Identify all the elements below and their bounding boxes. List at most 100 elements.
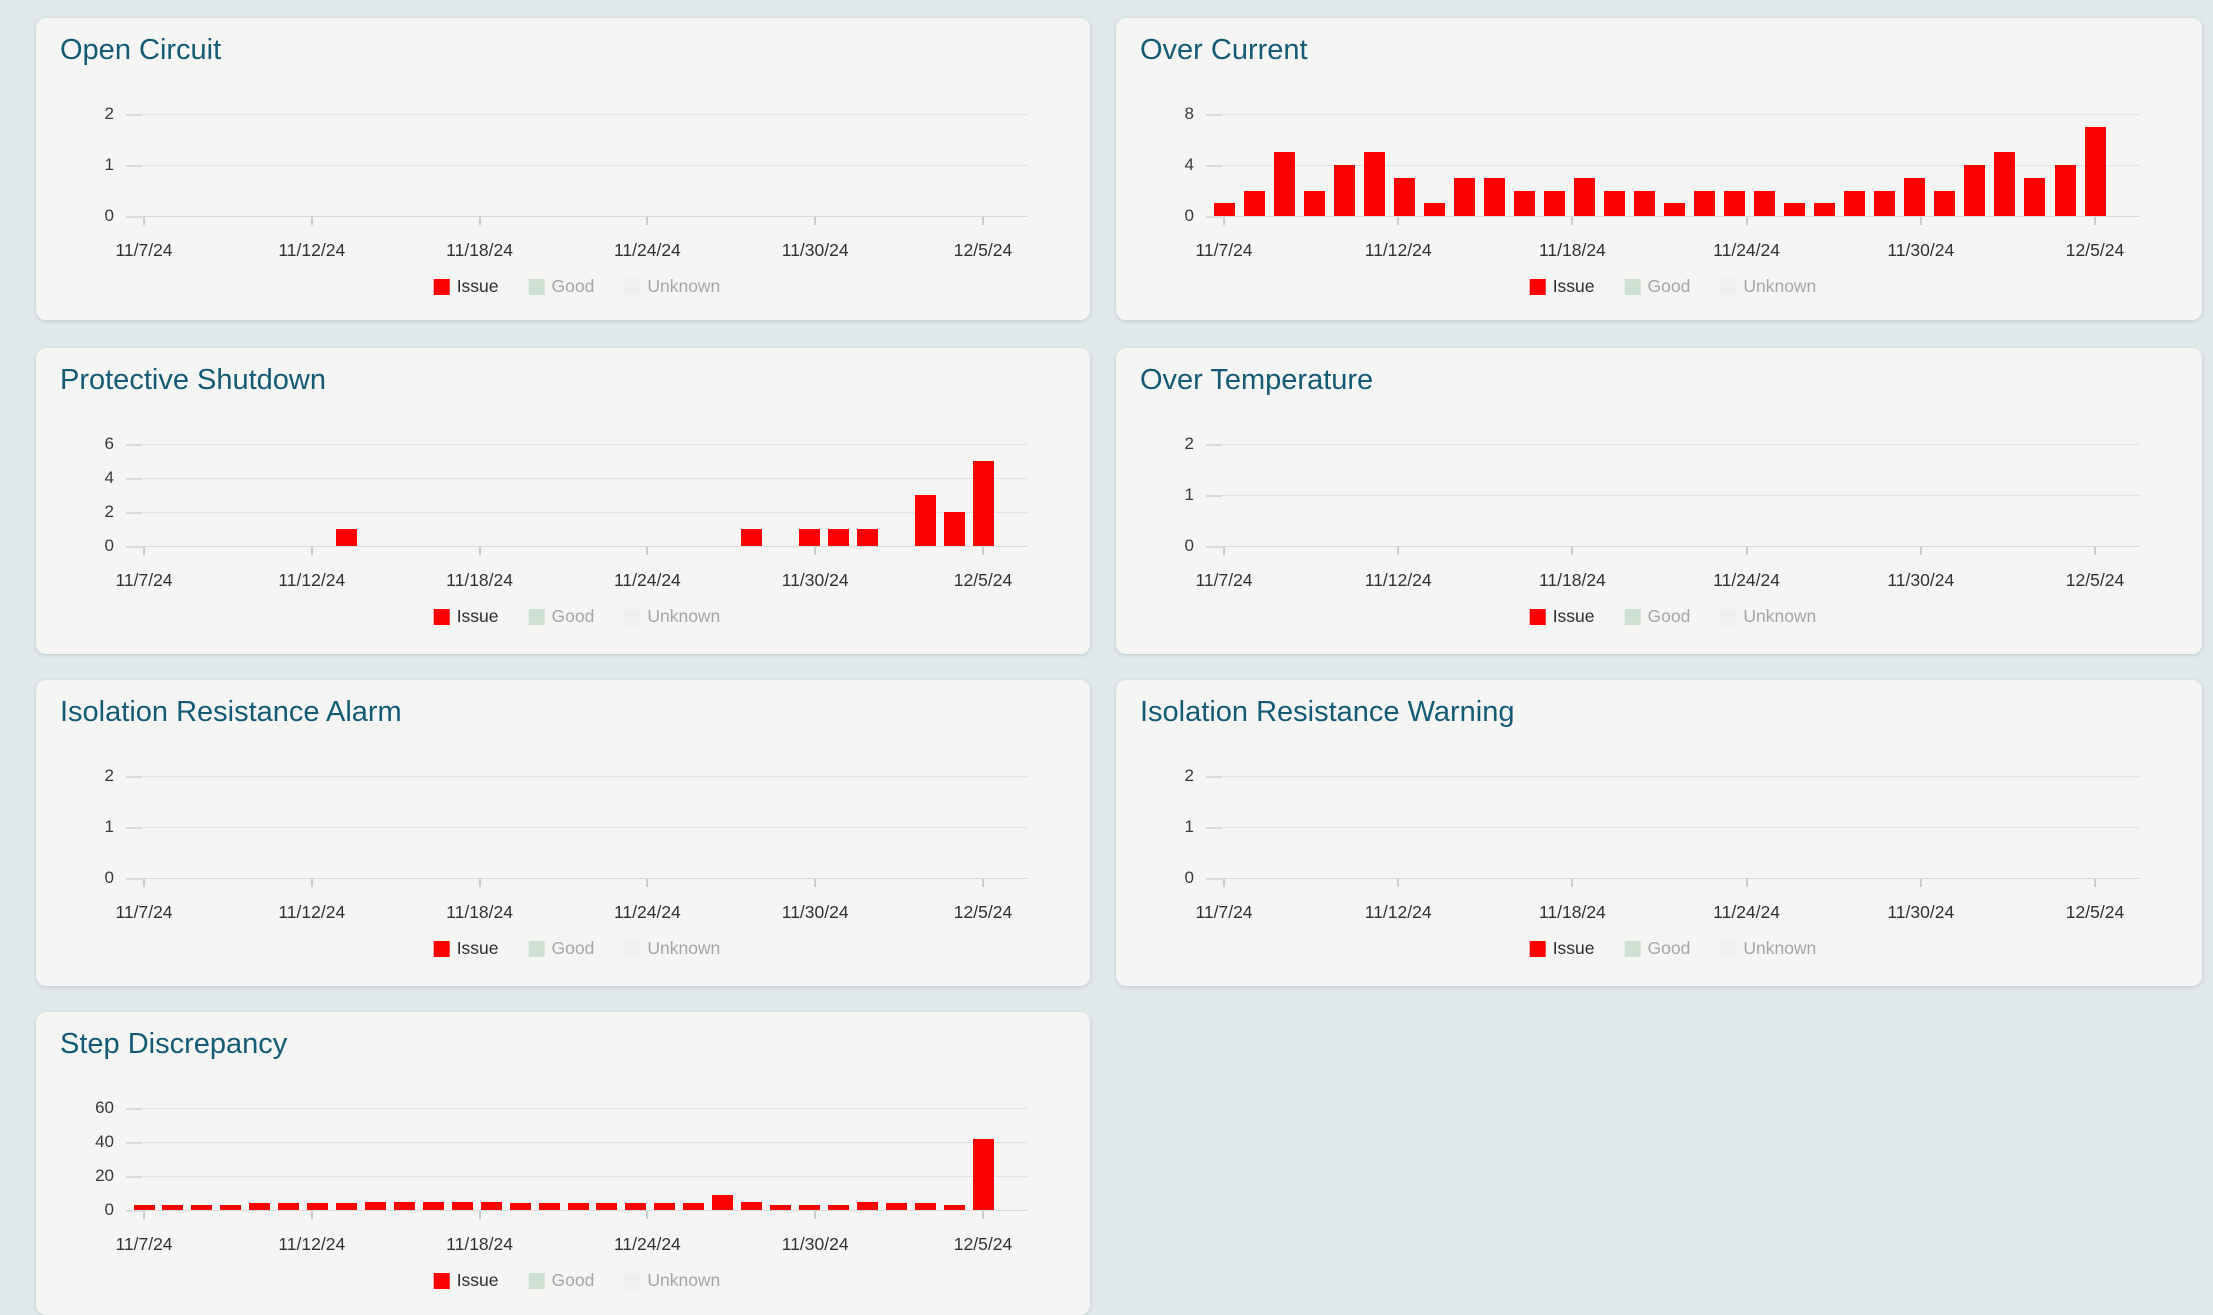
legend-label-issue: Issue [456, 606, 499, 626]
bar[interactable] [480, 1201, 502, 1210]
bar[interactable] [827, 1204, 849, 1210]
bar[interactable] [336, 1203, 357, 1210]
chart-title: Isolation Resistance Alarm [60, 696, 402, 728]
bar[interactable] [1363, 152, 1385, 217]
legend-item-good[interactable]: Good [1624, 606, 1690, 627]
bar[interactable] [1303, 190, 1325, 216]
legend-item-unknown[interactable]: Unknown [1720, 938, 1816, 959]
bar[interactable] [278, 1203, 300, 1210]
bar[interactable] [625, 1203, 647, 1210]
legend-item-issue[interactable]: Issue [1529, 606, 1595, 627]
legend-item-good[interactable]: Good [528, 606, 594, 627]
legend-item-unknown[interactable]: Unknown [1720, 276, 1816, 297]
legend-item-issue[interactable]: Issue [1529, 276, 1595, 297]
bar[interactable] [1213, 203, 1235, 217]
bar[interactable] [1634, 190, 1655, 216]
bar[interactable] [943, 512, 965, 546]
bar[interactable] [1423, 203, 1445, 217]
x-axis-tick [646, 547, 649, 555]
x-axis-tick [478, 1211, 481, 1219]
bar[interactable] [654, 1203, 676, 1210]
bar[interactable] [191, 1204, 213, 1210]
bar[interactable] [1243, 190, 1265, 216]
legend-item-good[interactable]: Good [528, 938, 594, 959]
bar[interactable] [1573, 177, 1595, 217]
x-axis-tick [1397, 217, 1400, 225]
legend-item-issue[interactable]: Issue [433, 606, 499, 627]
bar[interactable] [1874, 190, 1896, 216]
bar[interactable] [798, 1204, 820, 1210]
bar[interactable] [827, 529, 849, 546]
legend-item-issue[interactable]: Issue [433, 276, 499, 297]
legend-item-unknown[interactable]: Unknown [1720, 606, 1816, 627]
bar[interactable] [798, 529, 820, 546]
bar[interactable] [683, 1203, 705, 1210]
bar[interactable] [220, 1204, 242, 1210]
bar[interactable] [2084, 126, 2106, 217]
bar[interactable] [1483, 177, 1505, 217]
bar[interactable] [972, 461, 994, 546]
legend-item-issue[interactable]: Issue [1529, 938, 1595, 959]
bar[interactable] [1543, 190, 1565, 216]
bar[interactable] [914, 495, 936, 546]
bar[interactable] [1664, 203, 1685, 217]
bar[interactable] [393, 1201, 415, 1210]
bar[interactable] [856, 1201, 878, 1210]
bar[interactable] [1393, 177, 1415, 217]
bar[interactable] [451, 1201, 473, 1210]
bar[interactable] [741, 1201, 763, 1210]
bar[interactable] [422, 1201, 444, 1210]
legend-item-good[interactable]: Good [1624, 276, 1690, 297]
bar[interactable] [1904, 177, 1926, 217]
legend-swatch-unknown [1720, 278, 1737, 295]
bar[interactable] [1814, 203, 1836, 217]
legend-item-good[interactable]: Good [1624, 938, 1690, 959]
y-axis-label: 0 [104, 206, 114, 225]
bar[interactable] [1513, 190, 1535, 216]
bar[interactable] [162, 1204, 184, 1210]
y-axis-label: 6 [104, 434, 114, 453]
bar[interactable] [943, 1204, 965, 1210]
bar[interactable] [1724, 190, 1746, 216]
legend-item-issue[interactable]: Issue [433, 938, 499, 959]
legend-item-unknown[interactable]: Unknown [624, 938, 720, 959]
bar[interactable] [133, 1204, 155, 1210]
bar[interactable] [307, 1203, 329, 1210]
bar[interactable] [596, 1203, 618, 1210]
bar[interactable] [364, 1201, 386, 1210]
gridline [126, 216, 1028, 217]
bar[interactable] [972, 1138, 994, 1210]
legend-item-unknown[interactable]: Unknown [624, 276, 720, 297]
x-axis-label: 11/18/24 [1538, 240, 1606, 260]
bar[interactable] [249, 1203, 271, 1210]
bar[interactable] [712, 1194, 734, 1210]
bar[interactable] [2054, 165, 2076, 216]
bar[interactable] [538, 1203, 560, 1210]
bar[interactable] [1453, 177, 1475, 217]
bar[interactable] [914, 1203, 936, 1210]
gridline [1206, 827, 2140, 828]
bar[interactable] [2024, 177, 2046, 217]
bar[interactable] [336, 529, 357, 546]
bar[interactable] [567, 1203, 589, 1210]
bar[interactable] [1333, 165, 1355, 216]
bar[interactable] [741, 529, 763, 546]
bar[interactable] [1964, 165, 1986, 216]
bar[interactable] [1754, 190, 1776, 216]
bar[interactable] [1934, 190, 1956, 216]
legend-item-good[interactable]: Good [528, 1270, 594, 1291]
bar[interactable] [509, 1203, 531, 1210]
bar[interactable] [770, 1204, 791, 1210]
bar[interactable] [1994, 152, 2016, 217]
bar[interactable] [1273, 152, 1295, 217]
bar[interactable] [1694, 190, 1716, 216]
bar[interactable] [885, 1203, 907, 1210]
bar[interactable] [1784, 203, 1806, 217]
legend-item-unknown[interactable]: Unknown [624, 606, 720, 627]
bar[interactable] [856, 529, 878, 546]
legend-item-unknown[interactable]: Unknown [624, 1270, 720, 1291]
bar[interactable] [1603, 190, 1625, 216]
legend-item-issue[interactable]: Issue [433, 1270, 499, 1291]
legend-item-good[interactable]: Good [528, 276, 594, 297]
bar[interactable] [1844, 190, 1866, 216]
